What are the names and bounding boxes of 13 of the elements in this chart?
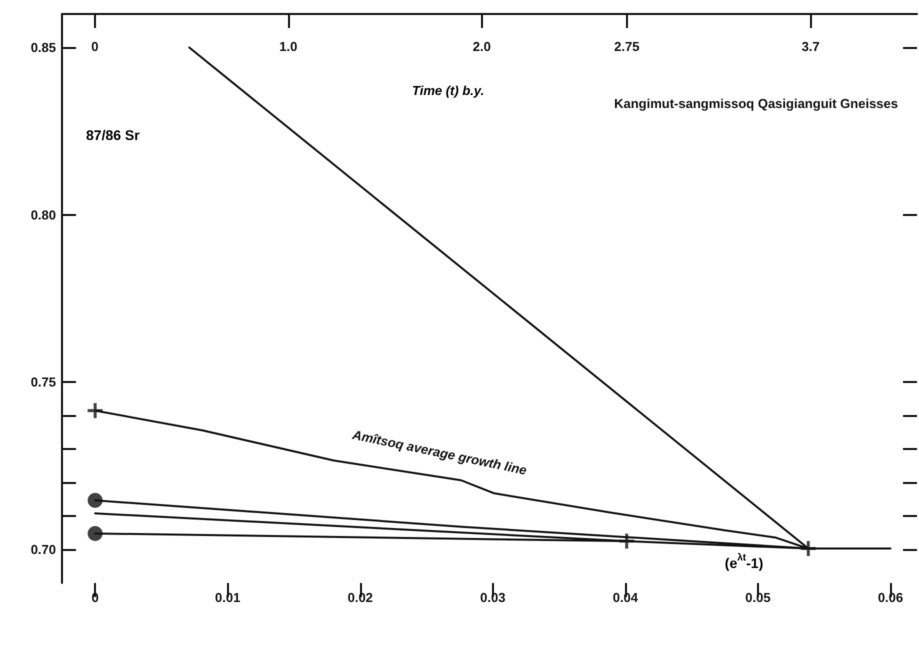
y-tick-label: 0.70 [30, 542, 56, 558]
x2-tick-label: 0 [91, 39, 98, 54]
x2-axis-title: Time (t) b.y. [412, 83, 484, 98]
y-tick-label: 0.80 [30, 207, 56, 222]
x2-tick-label: 3.7 [802, 39, 820, 54]
annotation: Amîtsoq average growth line [350, 426, 528, 478]
text: Kangimut-sangmissoq Qasigianguit Gneisses [614, 96, 898, 111]
y-axis-title: 87/86 Sr [86, 127, 140, 143]
x2-tick-label: 2.0 [472, 39, 491, 54]
x2-tick-label: 2.75 [614, 39, 640, 54]
y-tick-label: 0.85 [30, 40, 56, 55]
y-tick-label: 0.75 [30, 374, 56, 390]
x2-tick-label: 1.0 [279, 39, 298, 54]
